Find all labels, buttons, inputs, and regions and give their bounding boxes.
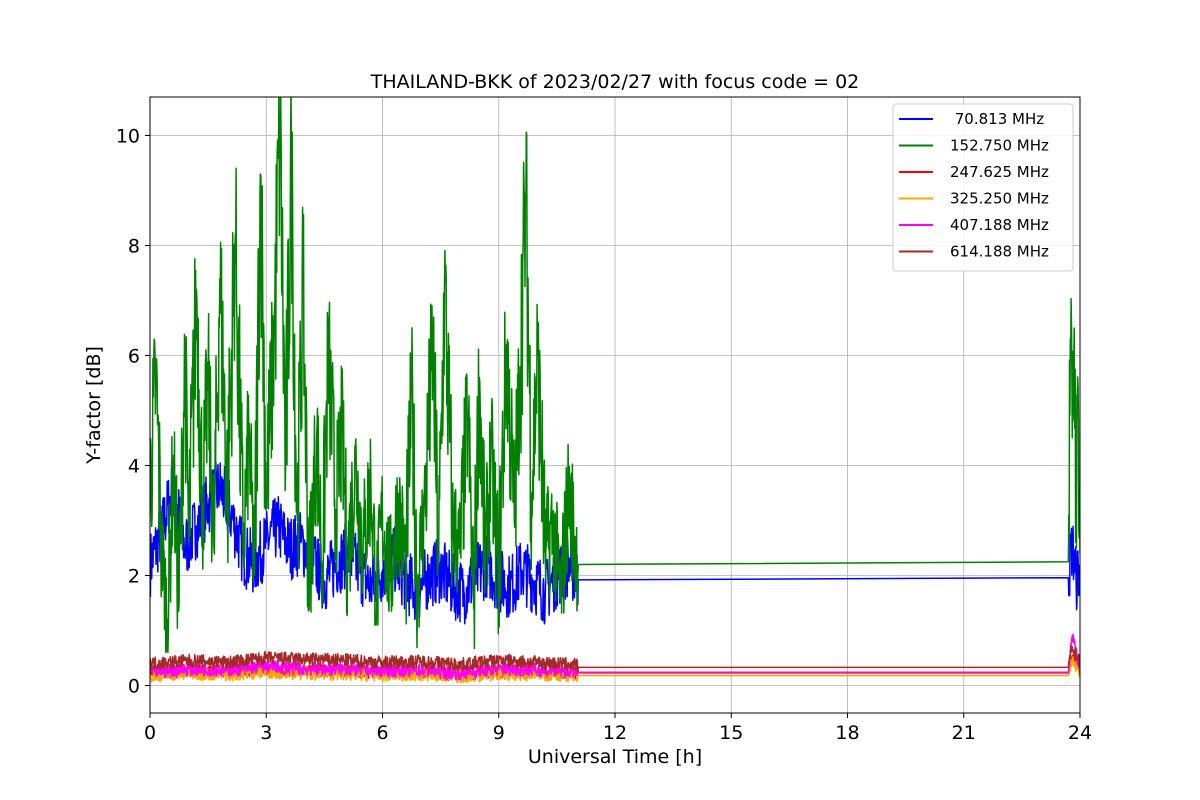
legend-label: 407.188 MHz bbox=[950, 216, 1049, 234]
series-line bbox=[150, 97, 1080, 654]
x-tick-label: 15 bbox=[719, 722, 743, 744]
y-tick-label: 2 bbox=[128, 566, 140, 588]
y-tick-label: 6 bbox=[128, 346, 140, 368]
x-tick-label: 24 bbox=[1068, 722, 1092, 744]
legend-box bbox=[892, 103, 1074, 272]
x-tick-label: 18 bbox=[835, 722, 859, 744]
y-ticks: 0 2 4 6 8 10 bbox=[116, 126, 150, 698]
x-tick-label: 3 bbox=[260, 722, 272, 744]
x-tick-label: 12 bbox=[603, 722, 627, 744]
legend-label: 70.813 MHz bbox=[950, 110, 1044, 128]
series-line bbox=[150, 460, 1080, 625]
legend-label: 325.250 MHz bbox=[950, 190, 1049, 208]
plot-area bbox=[150, 97, 1080, 684]
series-line bbox=[150, 644, 1080, 674]
y-tick-label: 10 bbox=[116, 126, 140, 148]
y-tick-label: 4 bbox=[128, 456, 140, 478]
legend-label: 152.750 MHz bbox=[950, 137, 1049, 155]
y-axis-label: Y-factor [dB] bbox=[83, 346, 105, 465]
y-tick-label: 8 bbox=[128, 236, 140, 258]
legend-label: 614.188 MHz bbox=[950, 243, 1049, 261]
legend-label: 247.625 MHz bbox=[950, 163, 1049, 181]
x-axis-label: Universal Time [h] bbox=[528, 746, 702, 768]
chart-title: THAILAND-BKK of 2023/02/27 with focus co… bbox=[370, 71, 860, 93]
x-ticks: 0 3 6 9 12 15 18 21 24 bbox=[144, 713, 1092, 744]
x-tick-label: 21 bbox=[952, 722, 976, 744]
x-tick-label: 0 bbox=[144, 722, 156, 744]
legend: 70.813 MHz 152.750 MHz 247.625 MHz 325.250 … bbox=[892, 103, 1074, 272]
x-tick-label: 6 bbox=[376, 722, 388, 744]
x-tick-label: 9 bbox=[493, 722, 505, 744]
series-line bbox=[150, 633, 1080, 681]
y-tick-label: 0 bbox=[128, 676, 140, 698]
